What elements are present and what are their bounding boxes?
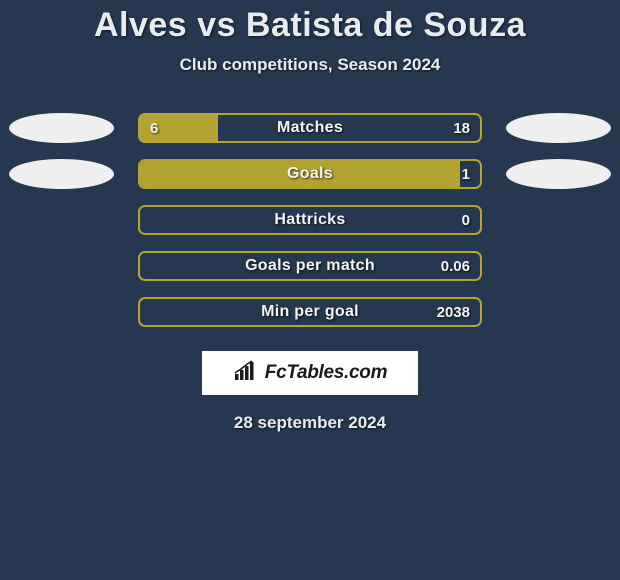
badge-placeholder <box>9 297 114 327</box>
stat-row: 6Matches18 <box>0 113 620 143</box>
stat-right-value: 1 <box>462 161 470 187</box>
player-right-badge <box>506 159 611 189</box>
player-left-badge <box>9 159 114 189</box>
player-left-badge <box>9 113 114 143</box>
stat-rows: 6Matches18 Goals1 Hattricks0 Goals per matc… <box>0 113 620 327</box>
stat-row: Min per goal2038 <box>0 297 620 327</box>
badge-placeholder <box>9 205 114 235</box>
stat-bar: Hattricks0 <box>138 205 482 235</box>
badge-placeholder <box>506 297 611 327</box>
badge-placeholder <box>506 251 611 281</box>
stat-label: Hattricks <box>140 207 480 233</box>
player-right-badge <box>506 113 611 143</box>
stat-bar: Goals1 <box>138 159 482 189</box>
chart-bars-icon <box>233 360 261 387</box>
brand-logo-text: FcTables.com <box>265 362 387 384</box>
date-label: 28 september 2024 <box>0 413 620 433</box>
badge-placeholder <box>506 205 611 235</box>
stat-row: Goals1 <box>0 159 620 189</box>
infographic-container: Alves vs Batista de Souza Club competiti… <box>0 0 620 433</box>
stat-right-value: 0.06 <box>441 253 470 279</box>
brand-logo: FcTables.com <box>202 351 418 395</box>
stat-row: Hattricks0 <box>0 205 620 235</box>
stat-row: Goals per match0.06 <box>0 251 620 281</box>
stat-bar: 6Matches18 <box>138 113 482 143</box>
stat-label: Goals <box>140 161 480 187</box>
page-title: Alves vs Batista de Souza <box>0 6 620 45</box>
stat-label: Goals per match <box>140 253 480 279</box>
stat-label: Min per goal <box>140 299 480 325</box>
stat-label: Matches <box>140 115 480 141</box>
page-subtitle: Club competitions, Season 2024 <box>0 55 620 75</box>
stat-right-value: 2038 <box>437 299 470 325</box>
stat-bar: Goals per match0.06 <box>138 251 482 281</box>
stat-right-value: 18 <box>453 115 470 141</box>
stat-bar: Min per goal2038 <box>138 297 482 327</box>
badge-placeholder <box>9 251 114 281</box>
stat-right-value: 0 <box>462 207 470 233</box>
